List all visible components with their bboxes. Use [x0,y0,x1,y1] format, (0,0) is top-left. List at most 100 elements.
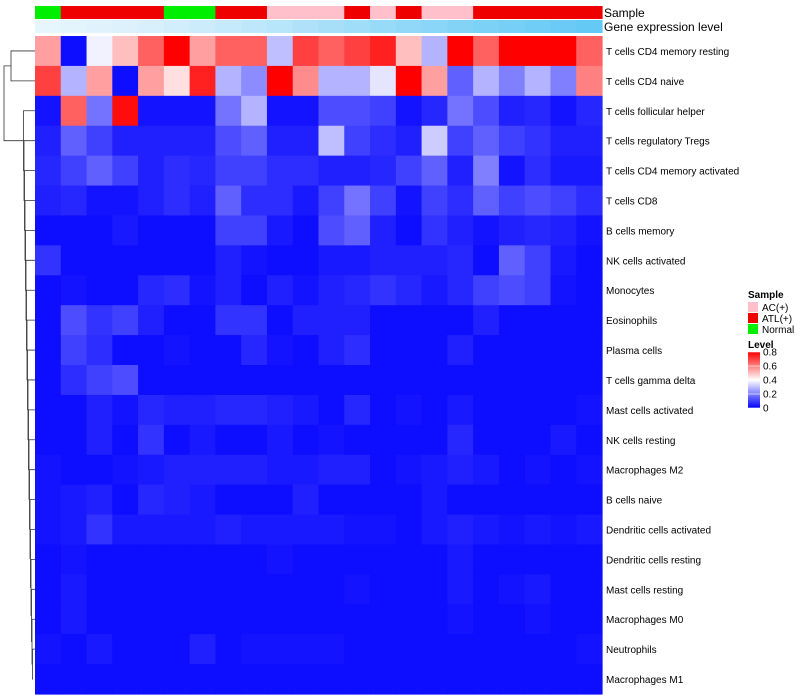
heatmap-cell [60,185,88,217]
heatmap-cell [60,664,88,695]
heatmap-cell [498,604,526,635]
heatmap-cell [318,424,345,456]
heatmap-cell [447,664,474,695]
heatmap-cell [138,634,165,665]
heatmap-cell [498,634,526,665]
heatmap-cell [447,394,474,426]
heatmap-cell [163,424,191,456]
heatmap-cell [524,185,552,217]
heatmap-cell [138,604,165,635]
expression-annotation-cell [550,20,577,33]
heatmap-cell [138,305,165,336]
heatmap-cell [112,335,139,366]
row-label: T cells CD4 memory resting [606,47,729,58]
legend-level-tick-label: 0.6 [763,362,777,373]
heatmap-cell [395,634,423,665]
heatmap-cell [550,484,577,516]
heatmap-cell [395,424,423,456]
heatmap-cell [266,245,294,276]
heatmap-cell [370,36,397,67]
heatmap-cell [86,95,113,127]
expression-annotation-cell [189,20,217,33]
heatmap-cell [318,574,345,605]
heatmap-cell [473,65,500,97]
row-label: Eosinophils [606,316,657,327]
heatmap-cell [189,394,217,426]
heatmap-cell [395,604,423,635]
heatmap-cell [60,365,88,396]
heatmap-cell [35,365,62,396]
sample-annotation-cell [86,6,113,19]
heatmap-cell [112,245,139,276]
heatmap-cell [421,394,448,426]
sample-annotation-cell [35,6,62,19]
heatmap-cell [318,484,345,516]
heatmap-cell [447,185,474,217]
expression-annotation-cell [241,20,268,33]
heatmap-cell [421,484,448,516]
heatmap-cell [421,574,448,605]
heatmap-cell [60,544,88,575]
legend-level-tick-label: 0.8 [763,348,777,359]
heatmap-cell [550,65,577,97]
sample-annotation-cell [550,6,577,19]
heatmap-cell [35,335,62,366]
expression-annotation-cell [86,20,113,33]
heatmap-cell [60,155,88,187]
heatmap-cell [473,394,500,426]
heatmap-cell [112,424,139,456]
heatmap-cell [498,514,526,546]
heatmap-cell [241,424,268,456]
heatmap-cell [112,544,139,575]
heatmap-cell [138,36,165,67]
heatmap-cell [473,484,500,516]
sample-annotation-cell [138,6,165,19]
heatmap-cell [421,36,448,67]
heatmap-cell [498,335,526,366]
sample-annotation-cell [60,6,88,19]
heatmap-cell [266,365,294,396]
heatmap-cell [189,245,217,276]
legend-level-tick-label: 0.2 [763,390,777,401]
heatmap-cell [266,574,294,605]
heatmap-cell [447,365,474,396]
heatmap-cell [215,484,242,516]
heatmap-cell [35,305,62,336]
heatmap-cell [447,335,474,366]
heatmap-cell [576,215,603,246]
heatmap-cell [60,514,88,546]
dendrogram-branch [3,65,24,142]
heatmap-cell [215,454,242,486]
heatmap-cell [112,604,139,635]
heatmap-cell [370,245,397,276]
expression-annotation-cell [112,20,139,33]
expression-annotation-cell [215,20,242,33]
row-labels: T cells CD4 memory resting T cells CD4 na… [606,47,739,686]
heatmap-cell [447,36,474,67]
heatmap-cell [60,484,88,516]
heatmap-cell [421,125,448,157]
heatmap-cell [215,335,242,366]
heatmap-cell [370,634,397,665]
heatmap-cell [292,394,320,426]
heatmap-cell [215,65,242,97]
heatmap-cell [60,424,88,456]
row-label: Macrophages M1 [606,675,684,686]
heatmap-cell [576,544,603,575]
heatmap-cell [138,454,165,486]
heatmap-cell [292,245,320,276]
heatmap-cell [447,155,474,187]
heatmap-cell [241,155,268,187]
heatmap-cell [189,544,217,575]
heatmap-cell [35,245,62,276]
heatmap-cell [550,634,577,665]
heatmap-cell [241,604,268,635]
sample-annotation-cell [266,6,294,19]
heatmap-cell [473,305,500,336]
expression-annotation-cell [292,20,320,33]
heatmap-cell [524,95,552,127]
heatmap-cell [344,185,371,217]
heatmap-cell [576,335,603,366]
heatmap-cell [138,245,165,276]
heatmap-cell [163,125,191,157]
